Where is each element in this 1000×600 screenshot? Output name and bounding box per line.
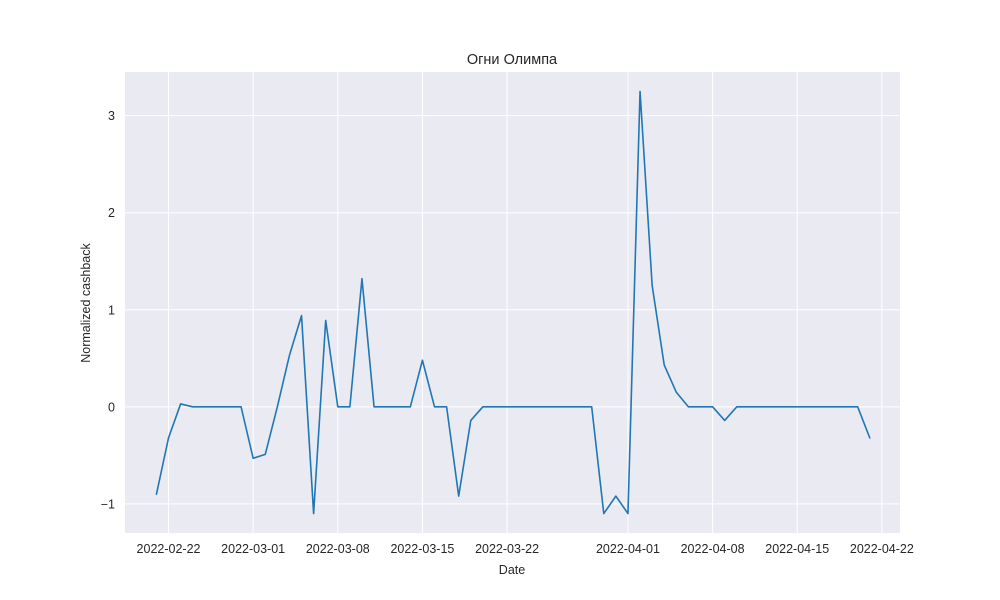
grid-lines <box>125 72 900 533</box>
x-tick-label: 2022-03-08 <box>306 542 370 556</box>
y-tick-label: 2 <box>108 206 115 220</box>
x-tick-label: 2022-04-15 <box>765 542 829 556</box>
y-tick-label: 3 <box>108 109 115 123</box>
x-tick-label: 2022-03-01 <box>221 542 285 556</box>
x-tick-label: 2022-03-15 <box>390 542 454 556</box>
plot-background <box>125 72 900 533</box>
x-tick-label: 2022-04-01 <box>596 542 660 556</box>
y-axis-label: Normalized cashback <box>79 243 93 363</box>
tick-labels: 2022-02-22 2022-03-01 2022-03-08 2022-03-15… <box>101 109 914 556</box>
x-tick-label: 2022-03-22 <box>475 542 539 556</box>
y-tick-label: 1 <box>108 303 115 317</box>
x-tick-label: 2022-04-22 <box>850 542 914 556</box>
series-line <box>155 90 871 515</box>
x-tick-label: 2022-04-08 <box>681 542 745 556</box>
x-axis-label: Date <box>499 563 525 577</box>
y-tick-label: −1 <box>101 497 115 511</box>
x-tick-label: 2022-02-22 <box>137 542 201 556</box>
chart-title: Огни Олимпа <box>467 52 558 68</box>
y-tick-label: 0 <box>108 400 115 414</box>
series-layer <box>155 90 871 515</box>
